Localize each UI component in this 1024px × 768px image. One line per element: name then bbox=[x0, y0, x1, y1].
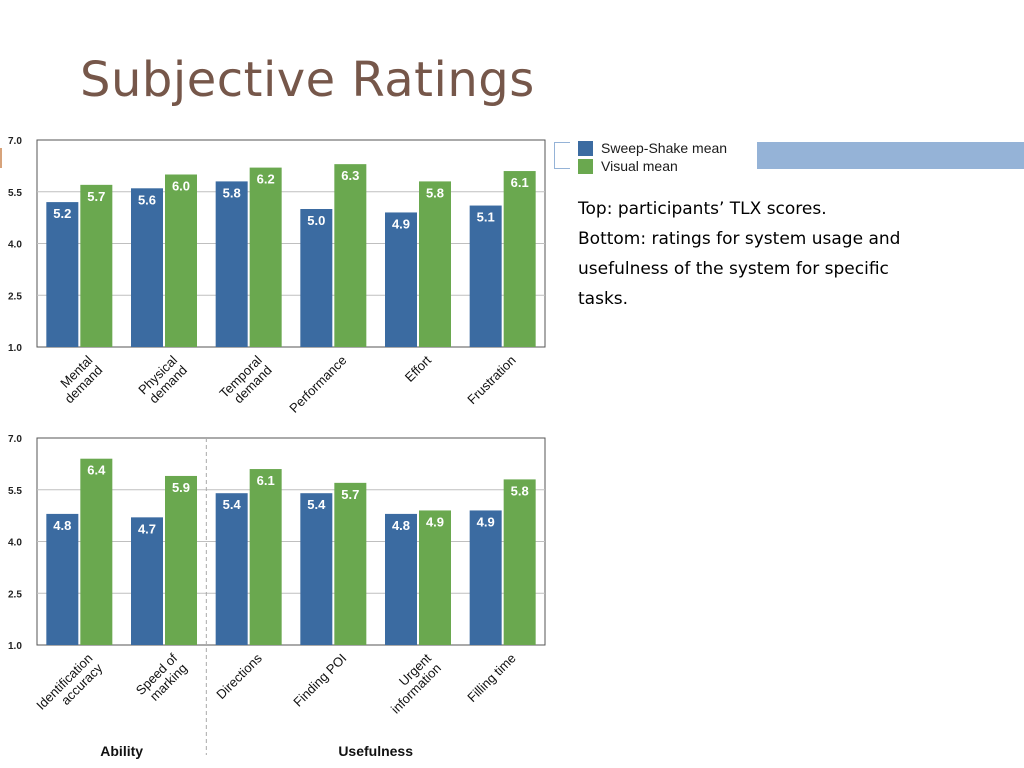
chart-2: 1.0 2.5 4.0 5.5 7.0 4.8 6.4 Identificationaccur… bbox=[8, 434, 546, 759]
bar-value-label: 5.4 bbox=[307, 497, 326, 512]
x-category-label: Finding POI bbox=[290, 651, 349, 710]
bar-value-label: 4.8 bbox=[53, 518, 71, 533]
bar-value-label: 4.9 bbox=[392, 216, 410, 231]
bar-value-label: 4.8 bbox=[392, 518, 410, 533]
bar bbox=[385, 513, 417, 645]
bar-value-label: 5.8 bbox=[511, 483, 529, 498]
y-tick-label: 2.5 bbox=[8, 589, 22, 600]
accent-bar-right bbox=[757, 142, 1024, 169]
bar bbox=[503, 479, 536, 645]
bar-value-label: 5.9 bbox=[172, 480, 190, 495]
corner-accent-mark bbox=[0, 148, 2, 168]
bar-value-label: 6.1 bbox=[257, 473, 275, 488]
legend-swatch-sweep-shake bbox=[578, 140, 593, 156]
bar bbox=[503, 171, 536, 347]
caption-line: usefulness of the system for specific bbox=[578, 259, 889, 279]
x-category-label: Urgentinformation bbox=[378, 650, 444, 716]
y-tick-label: 4.0 bbox=[8, 240, 22, 251]
bar bbox=[300, 209, 333, 347]
y-tick-label: 5.5 bbox=[8, 188, 22, 199]
bar bbox=[419, 181, 451, 347]
y-tick-label: 5.5 bbox=[8, 486, 22, 497]
bar bbox=[469, 510, 502, 645]
legend-label-visual: Visual mean bbox=[601, 158, 678, 174]
bar bbox=[300, 493, 333, 645]
chart-1: 1.0 2.5 4.0 5.5 7.0 5.2 5.7 Mentaldemand 5.6 6.0 P… bbox=[8, 136, 546, 416]
bar-value-label: 6.2 bbox=[257, 172, 275, 187]
x-category-label: Performance bbox=[286, 353, 349, 416]
bar bbox=[249, 469, 282, 645]
y-tick-label: 7.0 bbox=[8, 136, 22, 147]
bar-value-label: 5.7 bbox=[87, 189, 105, 204]
x-category-label: Physicaldemand bbox=[135, 352, 190, 407]
y-tick-label: 2.5 bbox=[8, 291, 22, 302]
bar bbox=[165, 174, 197, 347]
bar bbox=[419, 510, 451, 645]
bar bbox=[215, 181, 248, 347]
x-category-label: Speed ofmarking bbox=[133, 650, 191, 708]
caption-line: tasks. bbox=[578, 289, 629, 309]
bar-value-label: 6.0 bbox=[172, 179, 190, 194]
legend-item-visual: Visual mean bbox=[578, 157, 727, 175]
bar bbox=[215, 493, 248, 645]
x-category-label: Identificationaccuracy bbox=[33, 650, 105, 722]
legend-item-sweep-shake: Sweep-Shake mean bbox=[578, 139, 727, 157]
y-tick-label: 1.0 bbox=[8, 641, 22, 652]
bar-value-label: 6.1 bbox=[511, 175, 529, 190]
slide-caption: Top: participants’ TLX scores. Bottom: r… bbox=[578, 194, 978, 314]
bar-value-label: 5.8 bbox=[223, 185, 241, 200]
legend-swatch-visual bbox=[578, 158, 593, 174]
x-category-label: Frustration bbox=[464, 353, 519, 408]
x-category-label: Directions bbox=[213, 650, 265, 702]
y-tick-label: 7.0 bbox=[8, 434, 22, 445]
bar-value-label: 5.4 bbox=[223, 497, 242, 512]
legend-label-sweep-shake: Sweep-Shake mean bbox=[601, 140, 728, 156]
bar-value-label: 5.8 bbox=[426, 185, 444, 200]
bar bbox=[131, 188, 163, 347]
bar bbox=[469, 205, 502, 347]
bar-value-label: 4.9 bbox=[477, 514, 495, 529]
bar bbox=[249, 167, 282, 347]
bar-value-label: 5.2 bbox=[53, 206, 71, 221]
y-tick-label: 1.0 bbox=[8, 343, 22, 354]
bar bbox=[165, 475, 197, 645]
x-category-label: Effort bbox=[402, 352, 435, 385]
bar-value-label: 5.7 bbox=[341, 487, 359, 502]
bar bbox=[80, 458, 113, 645]
bar bbox=[131, 517, 163, 645]
bar-value-label: 5.6 bbox=[138, 192, 156, 207]
bar-value-label: 4.9 bbox=[426, 514, 444, 529]
bar-value-label: 5.1 bbox=[477, 210, 495, 225]
accent-bar-left bbox=[554, 142, 570, 169]
group-label: Usefulness bbox=[338, 743, 413, 759]
bar-value-label: 6.4 bbox=[87, 463, 106, 478]
bar bbox=[46, 202, 79, 347]
caption-line: Bottom: ratings for system usage and bbox=[578, 229, 901, 249]
bar-value-label: 6.3 bbox=[341, 168, 359, 183]
bar bbox=[46, 513, 79, 645]
caption-line: Top: participants’ TLX scores. bbox=[578, 199, 827, 219]
y-tick-label: 4.0 bbox=[8, 538, 22, 549]
bar bbox=[385, 212, 417, 347]
group-label: Ability bbox=[100, 743, 143, 759]
x-category-label: Temporaldemand bbox=[216, 352, 274, 410]
slide-title: Subjective Ratings bbox=[80, 52, 535, 108]
bar-value-label: 4.7 bbox=[138, 521, 156, 536]
bar-value-label: 5.0 bbox=[307, 213, 325, 228]
bar bbox=[334, 164, 367, 347]
x-category-label: Filling time bbox=[464, 651, 519, 706]
x-category-label: Mentaldemand bbox=[52, 352, 106, 406]
bar bbox=[80, 184, 113, 347]
bar bbox=[334, 482, 367, 645]
chart-legend: Sweep-Shake mean Visual mean bbox=[578, 139, 727, 175]
